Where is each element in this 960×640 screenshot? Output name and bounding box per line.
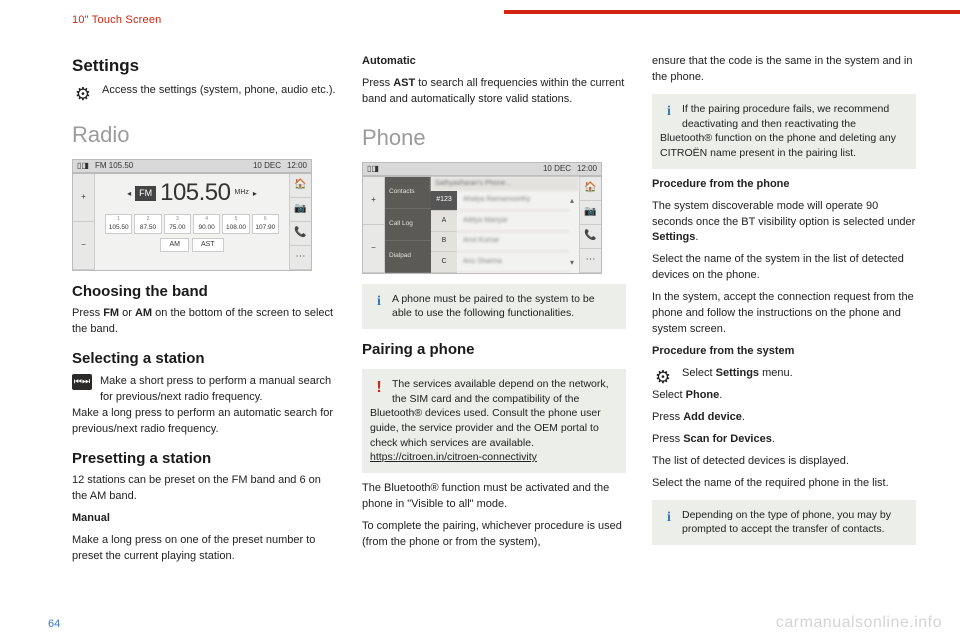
- choosing-band-heading: Choosing the band: [72, 281, 336, 303]
- radio-heading: Radio: [72, 119, 336, 151]
- vol-dn-icon: −: [363, 225, 384, 273]
- column-2: Automatic Press AST to search all freque…: [362, 54, 626, 604]
- shot-mid: ◂ FM 105.50 MHz ▸ 1105.50 287.50 375.00 …: [95, 174, 289, 270]
- shot-date: 10 DEC: [543, 163, 571, 175]
- select-phone: Select Phone.: [652, 388, 916, 404]
- home-icon: 🏠: [580, 177, 601, 201]
- settings-row: ⚙ Access the settings (system, phone, au…: [72, 83, 336, 105]
- press-scan: Press Scan for Devices.: [652, 432, 916, 448]
- vol-up-icon: +: [363, 177, 384, 225]
- camera-icon: 📷: [290, 198, 311, 222]
- shot-leftcol: + −: [73, 174, 95, 270]
- settings-heading: Settings: [72, 54, 336, 79]
- complete-pairing-text: To complete the pairing, whichever proce…: [362, 519, 626, 551]
- gear-icon: ⚙: [72, 83, 94, 105]
- preset-row: 1105.50 287.50 375.00 490.00 5108.00 610…: [95, 214, 289, 235]
- page-number: 64: [48, 618, 60, 630]
- seek-prev-icon: ◂: [127, 188, 131, 200]
- bt-activate-text: The Bluetooth® function must be activate…: [362, 481, 626, 513]
- shot-time: 12:00: [287, 160, 307, 172]
- top-bar: 10" Touch Screen: [72, 10, 960, 36]
- home-icon: 🏠: [290, 174, 311, 198]
- seek-text: Make a short press to perform a manual s…: [100, 374, 336, 406]
- gear-icon: ⚙: [652, 366, 674, 388]
- selecting-station-heading: Selecting a station: [72, 348, 336, 370]
- note-pair-required: i A phone must be paired to the system t…: [362, 284, 626, 329]
- manual-heading: Manual: [72, 511, 336, 527]
- phone-screenshot: ▯◨ 10 DEC 12:00 + − Contacts Call Log Di…: [362, 162, 602, 274]
- column-3: ensure that the code is the same in the …: [652, 54, 916, 604]
- select-settings-row: ⚙ Select Settings menu.: [652, 366, 916, 388]
- connectivity-link[interactable]: https://citroen.in/citroen-connectivity: [370, 451, 537, 463]
- red-line: [504, 10, 960, 14]
- shot-leftcol: + −: [363, 177, 385, 273]
- band-row: AM AST: [95, 238, 289, 252]
- shot-station: FM 105.50: [95, 160, 247, 172]
- settings-text: Access the settings (system, phone, audi…: [102, 83, 336, 99]
- seek-next-icon: ▸: [253, 188, 257, 200]
- presetting-heading: Presetting a station: [72, 448, 336, 470]
- more-icon: ⋯: [580, 249, 601, 273]
- freq-unit: MHz: [235, 188, 249, 198]
- column-1: Settings ⚙ Access the settings (system, …: [72, 54, 336, 604]
- select-required-phone: Select the name of the required phone in…: [652, 476, 916, 492]
- band-badge: FM: [135, 186, 156, 201]
- automatic-text: Press AST to search all frequencies with…: [362, 76, 626, 108]
- proc-phone-p1: The system discoverable mode will operat…: [652, 199, 916, 247]
- shot-mid: Contacts Call Log Dialpad Sathyasharan's…: [385, 177, 579, 273]
- shot-time: 12:00: [577, 163, 597, 175]
- watermark: carmanualsonline.info: [776, 614, 942, 632]
- freq-display: 105.50: [160, 176, 230, 211]
- press-add-device: Press Add device.: [652, 410, 916, 426]
- preset-p1: 12 stations can be preset on the FM band…: [72, 473, 336, 505]
- seek-long-text: Make a long press to perform an automati…: [72, 406, 336, 438]
- vol-up-icon: +: [73, 174, 94, 222]
- phone-heading: Phone: [362, 122, 626, 154]
- alert-services: ! The services available depend on the n…: [362, 369, 626, 473]
- seek-row: ⏮⏭ Make a short press to perform a manua…: [72, 374, 336, 406]
- list-displayed: The list of detected devices is displaye…: [652, 454, 916, 470]
- more-icon: ⋯: [290, 246, 311, 270]
- shot-topbar: ▯◨ 10 DEC 12:00: [362, 162, 602, 176]
- automatic-heading: Automatic: [362, 54, 626, 70]
- shot-date: 10 DEC: [253, 160, 281, 172]
- alert-icon: !: [370, 377, 388, 399]
- proc-phone-p3: In the system, accept the connection req…: [652, 290, 916, 338]
- shot-rightcol: 🏠 📷 📞 ⋯: [579, 177, 601, 273]
- shot-topbar: ▯◨ FM 105.50 10 DEC 12:00: [72, 159, 312, 173]
- shot-rightcol: 🏠 📷 📞 ⋯: [289, 174, 311, 270]
- phone-icon: 📞: [290, 222, 311, 246]
- seek-icon: ⏮⏭: [72, 374, 92, 390]
- note-pair-fail: i If the pairing procedure fails, we rec…: [652, 94, 916, 169]
- vol-dn-icon: −: [73, 222, 94, 270]
- proc-sys-heading: Procedure from the system: [652, 344, 916, 360]
- shot-signal-icon: ▯◨: [367, 163, 379, 175]
- proc-phone-p2: Select the name of the system in the lis…: [652, 252, 916, 284]
- manual-text: Make a long press on one of the preset n…: [72, 533, 336, 565]
- radio-screenshot: ▯◨ FM 105.50 10 DEC 12:00 + − ◂ FM 105.5…: [72, 159, 312, 271]
- section-label: 10" Touch Screen: [72, 14, 161, 26]
- note-transfer-contacts: i Depending on the type of phone, you ma…: [652, 500, 916, 545]
- info-icon: i: [660, 102, 678, 122]
- phone-icon: 📞: [580, 225, 601, 249]
- info-icon: i: [660, 508, 678, 528]
- pairing-heading: Pairing a phone: [362, 339, 626, 361]
- choosing-band-text: Press FM or AM on the bottom of the scre…: [72, 306, 336, 338]
- info-icon: i: [370, 292, 388, 312]
- ensure-code-text: ensure that the code is the same in the …: [652, 54, 916, 86]
- shot-signal-icon: ▯◨: [77, 160, 89, 172]
- proc-phone-heading: Procedure from the phone: [652, 177, 916, 193]
- camera-icon: 📷: [580, 201, 601, 225]
